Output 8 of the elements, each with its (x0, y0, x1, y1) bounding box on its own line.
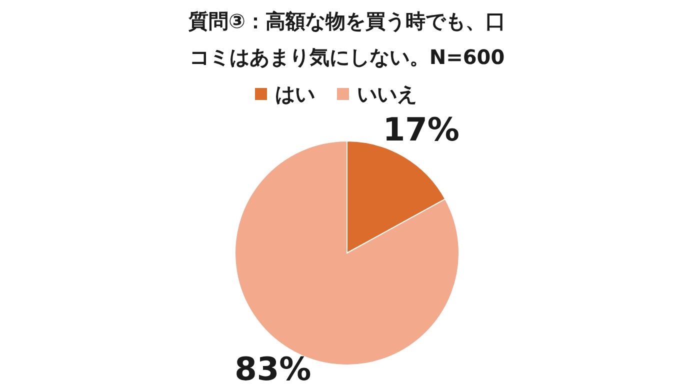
title: コミはあまり気にしない。N=600 (189, 45, 505, 69)
title: 質問③：高額な物を買う時でも、口 (188, 9, 506, 33)
legend-item: はい (255, 82, 315, 106)
legend-label: はい (275, 82, 315, 106)
legend-item: いいえ (337, 82, 417, 106)
legend-label: いいえ (357, 82, 417, 106)
data-label: 17% (382, 110, 460, 149)
data-label: 83% (234, 350, 312, 388)
